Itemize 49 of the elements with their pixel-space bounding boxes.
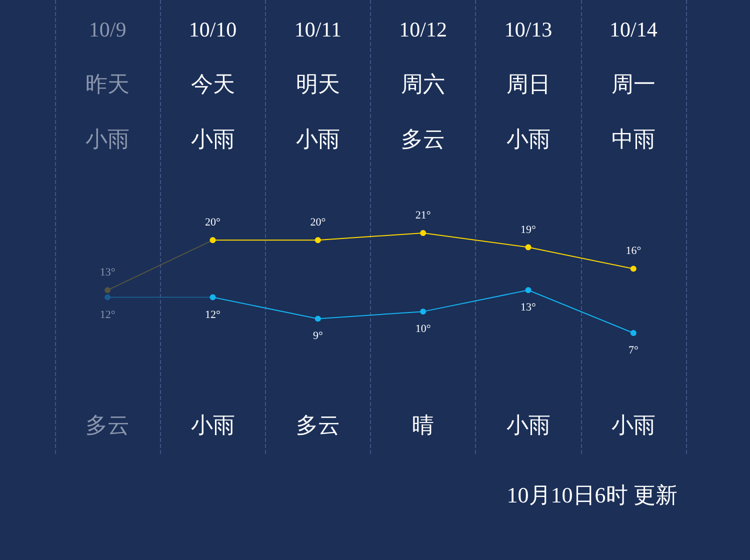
text: 周一: [611, 72, 656, 96]
x-tick-label: 10/13: [504, 18, 552, 42]
point: [314, 316, 321, 322]
data-label: 13°: [520, 302, 536, 314]
text: 小雨: [296, 126, 340, 152]
point: [525, 287, 532, 294]
data-label: 10°: [415, 323, 431, 336]
point: [210, 237, 216, 244]
text: 小雨: [190, 412, 235, 438]
text: 小雨: [506, 412, 550, 438]
point: [525, 244, 532, 250]
text: 周六: [401, 72, 446, 96]
text: 多云: [401, 126, 446, 152]
text: 明天: [296, 72, 340, 96]
data-label: 19°: [520, 224, 536, 236]
x-tick-label: 10/9: [88, 18, 126, 42]
data-label: 20°: [205, 216, 220, 229]
x-tick-label: 10/14: [609, 18, 658, 42]
text: 多云: [296, 412, 340, 438]
data-label: 12°: [205, 308, 220, 321]
x-tick-label: 10/11: [294, 18, 342, 42]
text: 中雨: [611, 126, 656, 152]
data-label: 20°: [310, 216, 326, 229]
data-label: 13°: [100, 266, 116, 279]
text: 今天: [190, 72, 235, 96]
text: 小雨: [611, 412, 656, 438]
text: 小雨: [190, 126, 235, 152]
data-label: 16°: [626, 245, 642, 258]
point: [630, 266, 636, 272]
text: 多云: [86, 412, 130, 438]
point: [420, 308, 426, 315]
point: [420, 230, 426, 236]
text: 昨天: [86, 72, 130, 96]
point: [630, 330, 636, 336]
text: 周日: [506, 72, 550, 96]
text: 10月10日6时 更新: [506, 482, 678, 508]
text: 小雨: [506, 126, 550, 152]
point: [210, 294, 216, 300]
point: [104, 287, 111, 294]
point: [104, 294, 111, 300]
data-label: 7°: [628, 344, 638, 356]
x-tick-label: 10/12: [399, 18, 448, 42]
data-label: 9°: [312, 330, 323, 342]
data-label: 21°: [415, 210, 431, 222]
data-label: 12°: [100, 308, 116, 321]
x-tick-label: 10/10: [188, 18, 237, 42]
text: 晴: [412, 412, 434, 438]
text: 小雨: [86, 126, 130, 152]
point: [314, 237, 321, 244]
